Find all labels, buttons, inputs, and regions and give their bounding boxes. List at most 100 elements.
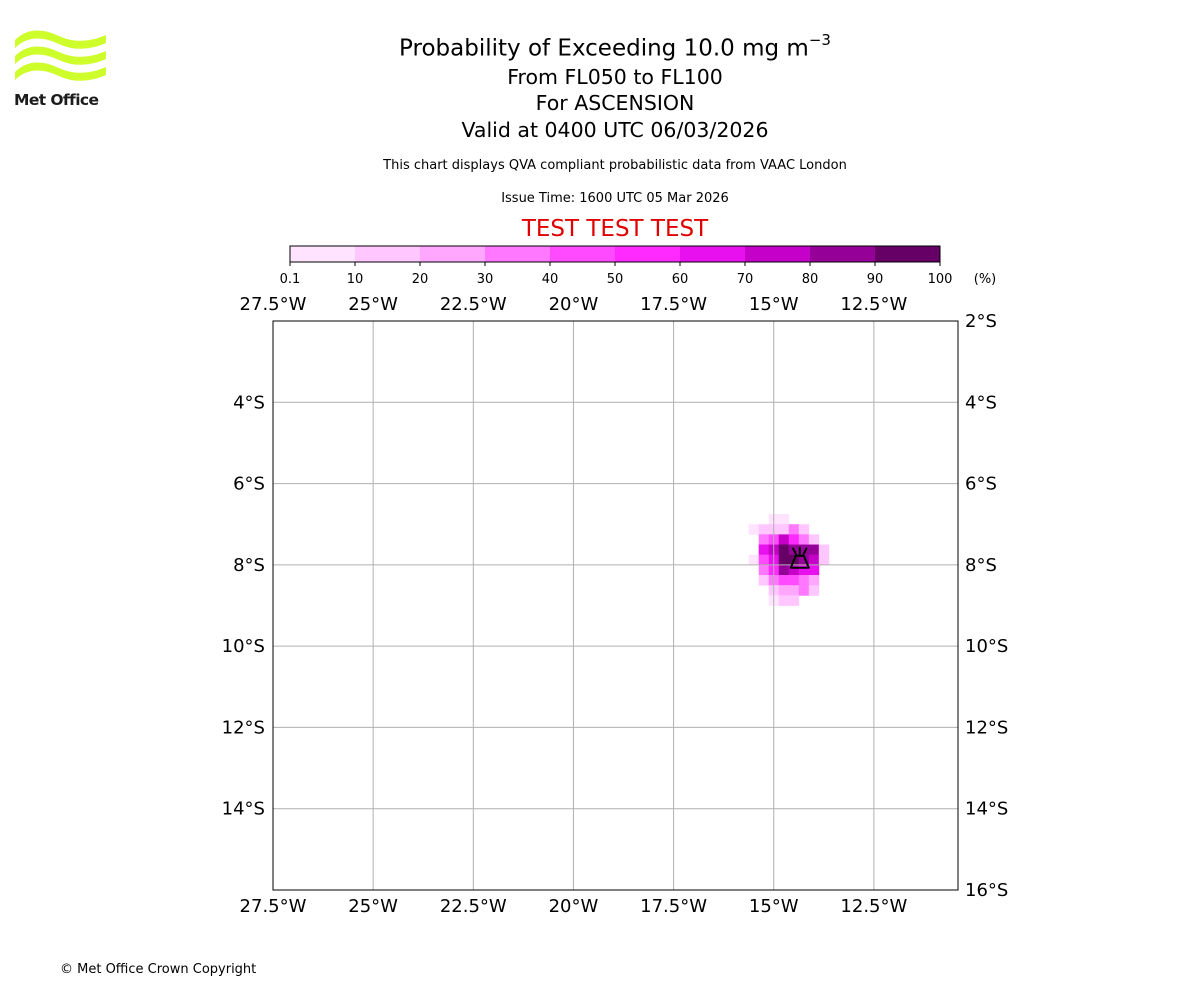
probability-cell xyxy=(758,544,770,556)
latitude-label-left: 12°S xyxy=(222,717,265,738)
longitude-label-bottom: 25°W xyxy=(348,896,398,917)
map-frame xyxy=(272,320,959,891)
map-background xyxy=(273,321,958,890)
colorbar-bin xyxy=(420,246,486,262)
probability-cell xyxy=(788,575,800,586)
probability-cell xyxy=(758,564,770,576)
longitude-label-bottom: 27.5°W xyxy=(240,896,307,917)
colorbar-tick-label: 20 xyxy=(412,272,429,287)
probability-cell xyxy=(808,575,820,586)
probability-cell xyxy=(778,585,790,596)
probability-cell xyxy=(778,564,790,576)
probability-cell xyxy=(788,534,800,545)
probability-cell xyxy=(798,544,810,556)
region-title: For ASCENSION xyxy=(535,91,695,115)
longitude-label-bottom: 22.5°W xyxy=(440,896,507,917)
latitude-label-right: 8°S xyxy=(965,555,997,576)
issue-time: Issue Time: 1600 UTC 05 Mar 2026 xyxy=(501,191,729,206)
valid-time: Valid at 0400 UTC 06/03/2026 xyxy=(461,118,769,142)
chart-title-exponent: −3 xyxy=(808,31,831,49)
probability-cell xyxy=(778,544,790,556)
latitude-label-right: 10°S xyxy=(965,636,1008,657)
longitude-label-bottom: 15°W xyxy=(749,896,799,917)
longitude-label-top: 22.5°W xyxy=(440,294,507,315)
chart-title-text: Probability of Exceeding 10.0 mg m xyxy=(399,35,809,62)
probability-cell xyxy=(798,534,810,545)
colorbar: 0.1 10 20 30 40 50 60 70 80 90 100 (%) xyxy=(280,245,997,287)
logo-wave xyxy=(15,62,106,81)
colorbar-bin xyxy=(550,246,616,262)
colorbar-bin xyxy=(355,246,421,262)
longitude-label-top: 17.5°W xyxy=(640,294,707,315)
colorbar-bin xyxy=(745,246,811,262)
latitude-label-right: 14°S xyxy=(965,799,1008,820)
probability-cell xyxy=(798,554,810,566)
latitude-label-left: 4°S xyxy=(233,392,265,413)
latitude-labels: 2°S 4°S 4°S 6°S 6°S 8°S 8°S 10°S 10°S 12°S 12°S 14°… xyxy=(222,311,1009,901)
probability-cell xyxy=(788,564,800,576)
latitude-label-left: 10°S xyxy=(222,636,265,657)
probability-cell xyxy=(748,524,760,535)
probability-cell xyxy=(748,554,760,566)
longitude-labels: 27.5°W 27.5°W 25°W 25°W 22.5°W 22.5°W 20°W 20°W… xyxy=(240,294,908,917)
colorbar-bin xyxy=(290,246,356,262)
longitude-label-bottom: 12.5°W xyxy=(840,896,907,917)
latitude-label-right: 12°S xyxy=(965,717,1008,738)
probability-cell xyxy=(808,564,820,576)
colorbar-tick-label: 80 xyxy=(802,272,819,287)
probability-cell xyxy=(798,564,810,576)
probability-cell xyxy=(778,575,790,586)
colorbar-bin xyxy=(485,246,551,262)
chart-subtitle: This chart displays QVA compliant probab… xyxy=(383,158,847,173)
probability-cell xyxy=(808,534,820,545)
longitude-label-top: 15°W xyxy=(749,294,799,315)
colorbar-tick-label: 40 xyxy=(542,272,559,287)
colorbar-tick-label: 70 xyxy=(737,272,754,287)
colorbar-tick-label: 30 xyxy=(477,272,494,287)
colorbar-tick-label: 0.1 xyxy=(280,272,301,287)
probability-cell xyxy=(798,585,810,596)
logo-text: Met Office xyxy=(14,91,99,109)
colorbar-bin xyxy=(810,246,876,262)
latitude-label-right: 2°S xyxy=(965,311,997,332)
probability-cell xyxy=(778,595,790,606)
probability-cell xyxy=(818,544,830,556)
probability-cell xyxy=(758,554,770,566)
latitude-label-left: 14°S xyxy=(222,799,265,820)
probability-cell xyxy=(758,575,770,586)
logo-wave xyxy=(15,46,106,65)
latitude-label-right: 16°S xyxy=(965,880,1008,901)
colorbar-tick-label: 100 xyxy=(928,272,953,287)
probability-cell xyxy=(788,595,800,606)
colorbar-tick-label: 10 xyxy=(347,272,364,287)
flight-level-range: From FL050 to FL100 xyxy=(507,65,723,89)
chart-title: Probability of Exceeding 10.0 mg m−3 xyxy=(0,27,1200,64)
colorbar-ticks: 0.1 10 20 30 40 50 60 70 80 90 100 xyxy=(280,262,953,287)
latitude-label-right: 4°S xyxy=(965,392,997,413)
probability-cell xyxy=(788,524,800,535)
colorbar-bin xyxy=(680,246,746,262)
met-office-logo: Met Office xyxy=(14,30,108,112)
colorbar-unit: (%) xyxy=(974,272,997,287)
copyright: © Met Office Crown Copyright xyxy=(60,962,257,977)
test-banner: TEST TEST TEST xyxy=(521,216,709,242)
probability-cell xyxy=(808,554,820,566)
longitude-label-top: 27.5°W xyxy=(240,294,307,315)
probability-cell xyxy=(798,575,810,586)
probability-cell xyxy=(818,554,830,566)
latitude-label-right: 6°S xyxy=(965,474,997,495)
longitude-label-top: 12.5°W xyxy=(840,294,907,315)
probability-cell xyxy=(808,585,820,596)
latitude-label-left: 6°S xyxy=(233,474,265,495)
colorbar-tick-label: 60 xyxy=(672,272,689,287)
volcano-icon xyxy=(789,546,810,569)
latitude-label-left: 8°S xyxy=(233,555,265,576)
probability-cell xyxy=(758,524,770,535)
probability-cell xyxy=(788,585,800,596)
colorbar-bin xyxy=(615,246,681,262)
longitude-label-top: 25°W xyxy=(348,294,398,315)
probability-cell xyxy=(778,524,790,535)
colorbar-bin xyxy=(875,246,941,262)
probability-cell xyxy=(778,514,790,525)
